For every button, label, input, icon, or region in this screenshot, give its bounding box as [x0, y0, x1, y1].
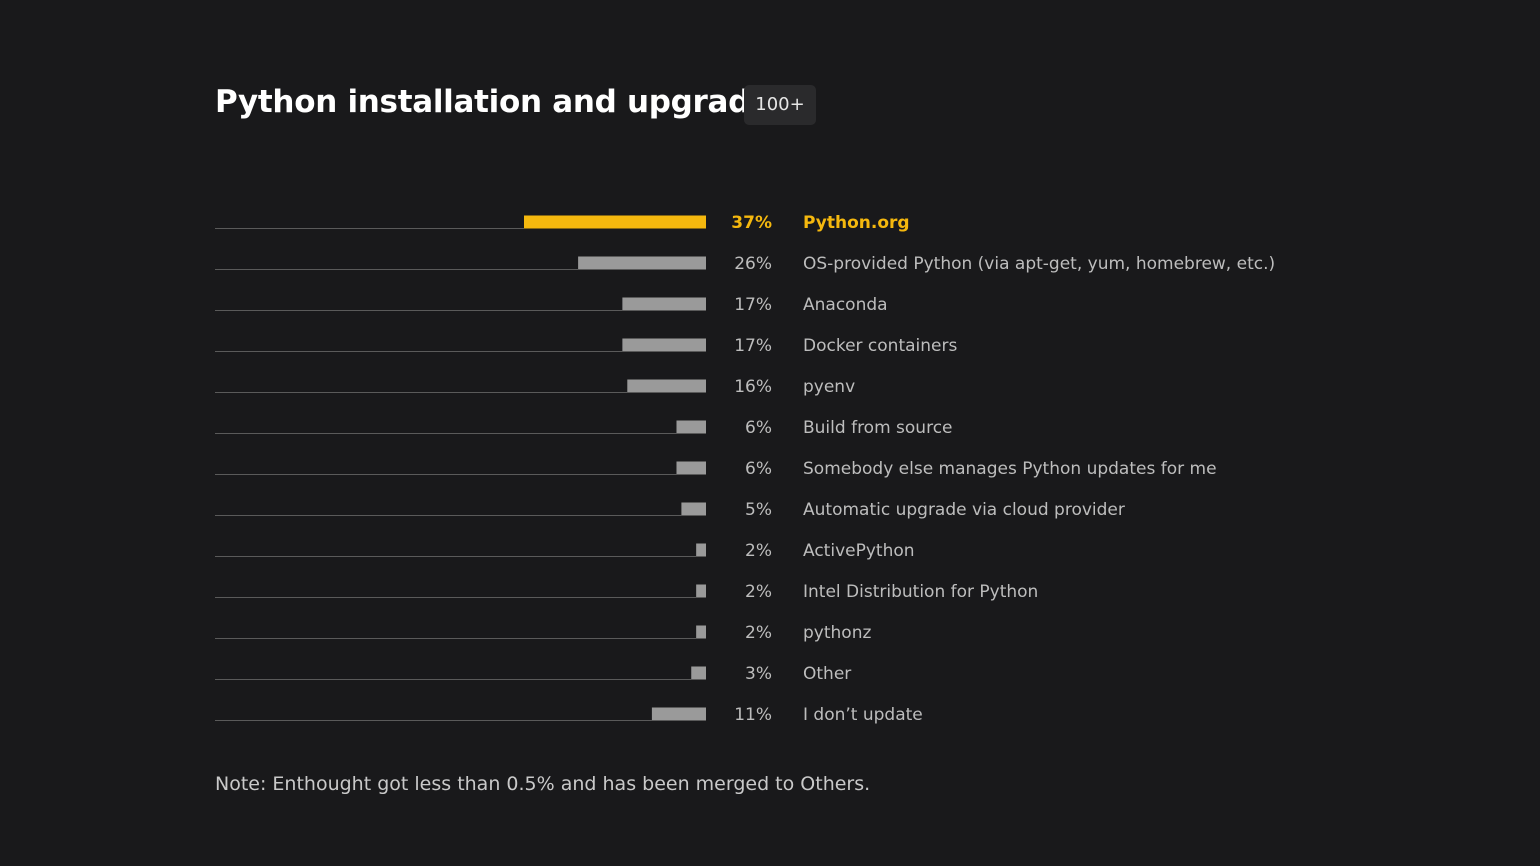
bar-row: 6% Build from source — [215, 418, 953, 438]
chart-title: Python installation and upgrade — [215, 84, 771, 120]
value-label: 6% — [745, 418, 772, 438]
category-label: Somebody else manages Python updates for… — [803, 459, 1217, 479]
value-label: 2% — [745, 582, 772, 602]
bar — [696, 625, 706, 639]
bar-row: 26% OS-provided Python (via apt-get, yum,… — [215, 254, 1275, 274]
chart-note: Note: Enthought got less than 0.5% and h… — [215, 773, 871, 795]
bar-row: 11% I don’t update — [215, 705, 923, 725]
value-label: 6% — [745, 459, 772, 479]
value-label: 17% — [734, 295, 772, 315]
category-label: Python.org — [803, 213, 910, 233]
category-label: pyenv — [803, 377, 855, 397]
category-label: Automatic upgrade via cloud provider — [803, 500, 1125, 520]
bar-row: 2% pythonz — [215, 623, 871, 643]
bar-row: 17% Anaconda — [215, 295, 888, 315]
value-label: 11% — [734, 705, 772, 725]
value-label: 2% — [745, 623, 772, 643]
bar — [627, 379, 706, 393]
bar-row: 5% Automatic upgrade via cloud provider — [215, 500, 1125, 520]
bar — [524, 215, 706, 229]
bar — [691, 666, 706, 680]
bar-row: 6% Somebody else manages Python updates f… — [215, 459, 1217, 479]
bar — [578, 256, 706, 270]
bar-row: 2% Intel Distribution for Python — [215, 582, 1038, 602]
category-label: pythonz — [803, 623, 871, 643]
category-label: ActivePython — [803, 541, 915, 561]
bar — [676, 461, 706, 475]
bar — [622, 338, 706, 352]
category-label: Other — [803, 664, 851, 684]
bar-row: 2% ActivePython — [215, 541, 915, 561]
bar-row: 17% Docker containers — [215, 336, 957, 356]
category-label: Docker containers — [803, 336, 957, 356]
bar — [622, 297, 706, 311]
bar — [681, 502, 706, 516]
category-label: Intel Distribution for Python — [803, 582, 1038, 602]
value-label: 5% — [745, 500, 772, 520]
value-label: 2% — [745, 541, 772, 561]
value-label: 17% — [734, 336, 772, 356]
value-label: 26% — [734, 254, 772, 274]
bar-row: 37% Python.org — [215, 213, 910, 233]
value-label: 3% — [745, 664, 772, 684]
value-label: 37% — [731, 213, 772, 233]
value-label: 16% — [734, 377, 772, 397]
category-label: Anaconda — [803, 295, 888, 315]
bar — [676, 420, 706, 434]
bar — [651, 707, 706, 721]
category-label: Build from source — [803, 418, 953, 438]
category-label: I don’t update — [803, 705, 923, 725]
bar-row: 3% Other — [215, 664, 851, 684]
bar — [696, 543, 706, 557]
bar-row: 16% pyenv — [215, 377, 855, 397]
category-label: OS-provided Python (via apt-get, yum, ho… — [803, 254, 1275, 274]
sample-size-badge: 100+ — [744, 85, 816, 125]
bar — [696, 584, 706, 598]
